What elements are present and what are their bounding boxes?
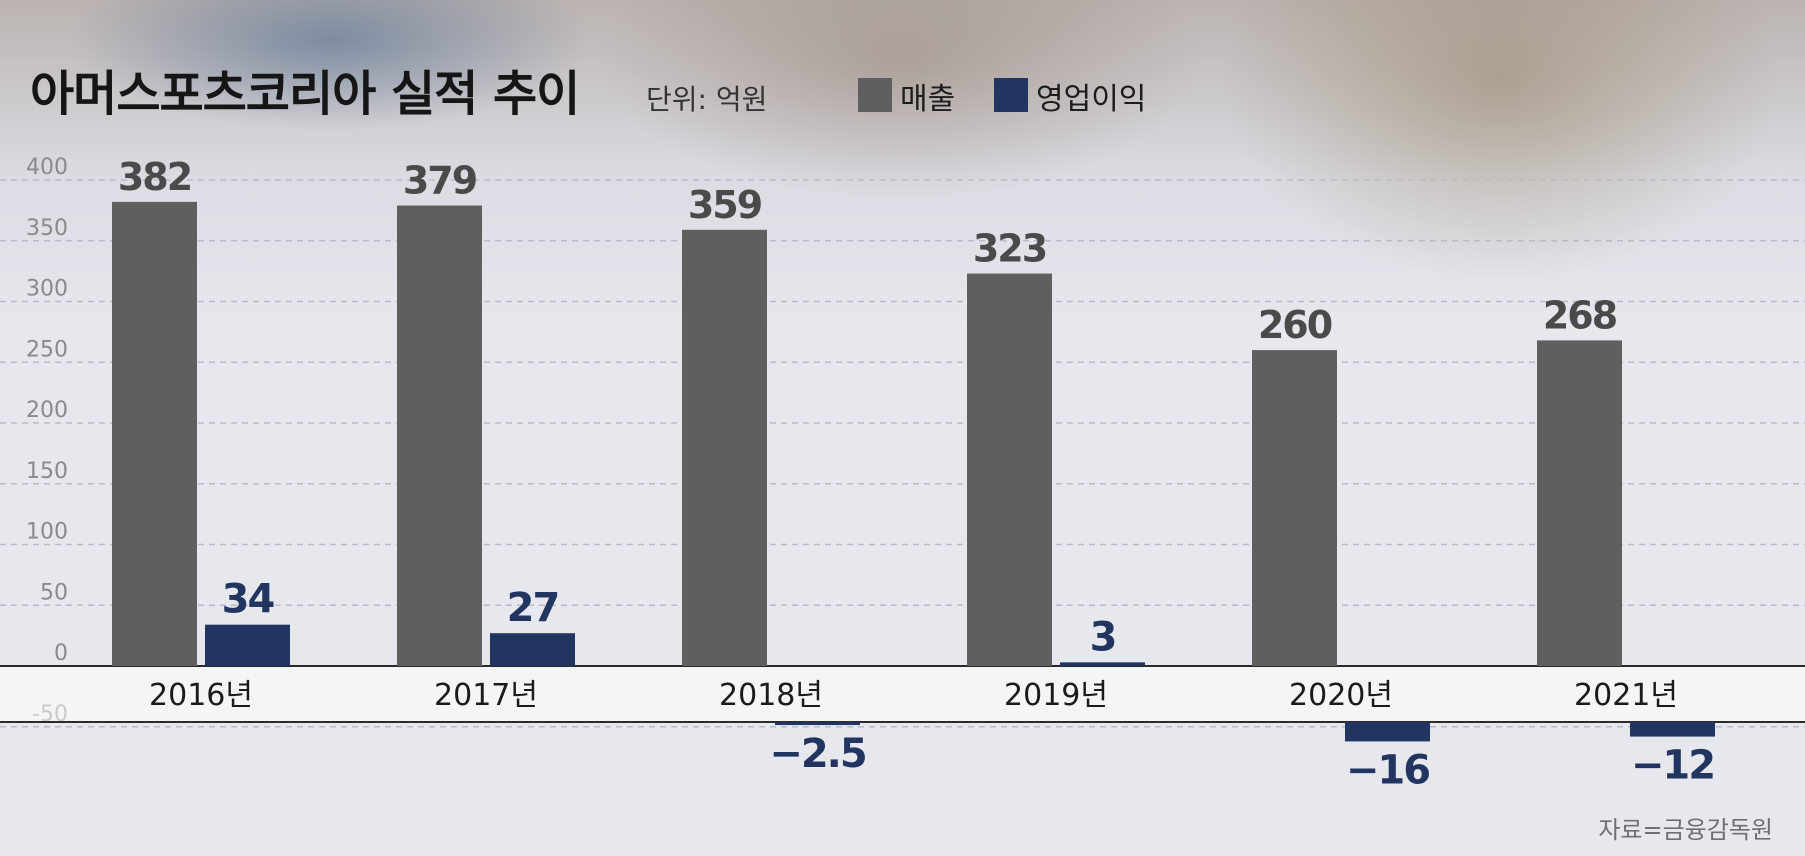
category-label: 2020년 bbox=[1289, 678, 1393, 713]
revenue-bar bbox=[397, 205, 482, 666]
profit-value-label: −16 bbox=[1346, 747, 1429, 793]
legend-swatch-profit bbox=[994, 78, 1028, 112]
revenue-value-label: 260 bbox=[1258, 303, 1332, 347]
revenue-bar bbox=[112, 201, 197, 666]
profit-bar bbox=[1630, 722, 1715, 737]
revenue-bar bbox=[1252, 350, 1337, 666]
profit-bar bbox=[1345, 722, 1430, 742]
y-tick-label: 300 bbox=[26, 277, 68, 302]
profit-bar bbox=[205, 624, 290, 666]
revenue-value-label: 379 bbox=[403, 159, 477, 203]
chart-title: 아머스포츠코리아 실적 추이 bbox=[30, 66, 580, 122]
category-label: 2017년 bbox=[434, 678, 538, 713]
category-label: 2021년 bbox=[1574, 678, 1678, 713]
legend-swatch-revenue bbox=[858, 78, 892, 112]
revenue-bar bbox=[682, 229, 767, 666]
profit-value-label: −12 bbox=[1631, 743, 1714, 789]
category-label: 2018년 bbox=[719, 678, 823, 713]
profit-value-label: 3 bbox=[1090, 614, 1116, 660]
revenue-value-label: 382 bbox=[118, 155, 191, 199]
profit-bar bbox=[1060, 662, 1145, 666]
unit-label: 단위: 억원 bbox=[646, 83, 768, 116]
category-label: 2016년 bbox=[149, 678, 253, 713]
y-tick-label: 100 bbox=[26, 520, 68, 545]
y-tick-label: 250 bbox=[26, 337, 68, 362]
profit-value-label: 34 bbox=[222, 577, 274, 623]
profit-value-label: −2.5 bbox=[769, 731, 866, 777]
profit-bar bbox=[490, 633, 575, 666]
profit-value-label: 27 bbox=[507, 585, 559, 631]
y-tick-label: 150 bbox=[26, 459, 68, 484]
y-tick-label: 200 bbox=[26, 398, 68, 423]
y-tick-label: 0 bbox=[54, 641, 68, 666]
revenue-value-label: 268 bbox=[1543, 293, 1617, 337]
y-tick-label: 350 bbox=[26, 216, 68, 241]
y-tick-label: 50 bbox=[40, 580, 68, 605]
revenue-bar bbox=[967, 273, 1052, 666]
profit-bar bbox=[775, 722, 860, 726]
category-label: 2019년 bbox=[1004, 678, 1108, 713]
legend-label-profit: 영업이익 bbox=[1036, 82, 1147, 117]
y-tick-label: 400 bbox=[26, 155, 68, 180]
legend-label-revenue: 매출 bbox=[900, 82, 956, 117]
background-photo bbox=[0, 0, 1805, 330]
revenue-bar bbox=[1537, 340, 1622, 666]
category-band bbox=[0, 666, 1805, 722]
source-note: 자료=금융감독원 bbox=[1598, 816, 1773, 844]
revenue-value-label: 323 bbox=[973, 227, 1046, 271]
revenue-value-label: 359 bbox=[688, 183, 762, 227]
